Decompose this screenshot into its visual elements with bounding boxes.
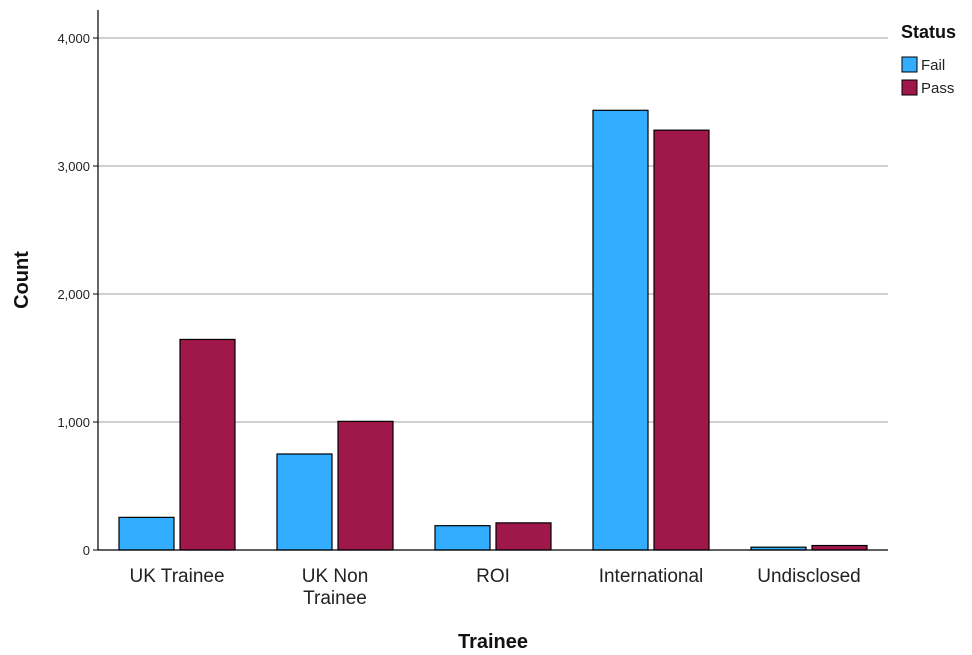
- legend-swatch-pass: [901, 79, 918, 96]
- bar-pass-international: [653, 129, 710, 551]
- x-category-label: UK Trainee: [129, 566, 224, 587]
- legend-title: Status: [901, 22, 956, 42]
- x-category-label: UK Non: [302, 566, 369, 587]
- y-tick-label: 1,000: [57, 415, 90, 430]
- x-category-label: Trainee: [303, 588, 367, 609]
- bar-pass-undisclosed: [811, 544, 868, 551]
- legend-label-fail: Fail: [921, 57, 945, 74]
- x-category-label: Undisclosed: [757, 566, 861, 587]
- bar-pass-uk-trainee: [179, 338, 236, 551]
- bar-fail-uk-trainee: [118, 516, 175, 551]
- x-category-label: International: [599, 566, 704, 587]
- y-axis-title: Count: [11, 251, 33, 309]
- bar-fail-roi: [434, 525, 491, 551]
- x-axis-title: Trainee: [458, 631, 528, 653]
- y-tick-label: 3,000: [57, 159, 90, 174]
- axes: [97, 10, 888, 551]
- bar-pass-roi: [495, 522, 552, 551]
- legend-label-pass: Pass: [921, 80, 954, 97]
- legend: Status Fail Pass: [901, 22, 956, 97]
- y-tick-label: 0: [83, 543, 90, 558]
- bar-fail-uk-non-trainee: [276, 453, 333, 551]
- x-category-label: ROI: [476, 566, 510, 587]
- bar-fail-international: [592, 109, 649, 551]
- y-tick-label: 2,000: [57, 287, 90, 302]
- bar-pass-uk-non-trainee: [337, 420, 394, 551]
- y-tick-label: 4,000: [57, 31, 90, 46]
- legend-swatch-fail: [901, 56, 918, 73]
- y-tick-labels: 0 1,000 2,000 3,000 4,000: [57, 31, 90, 558]
- bars: [118, 109, 868, 551]
